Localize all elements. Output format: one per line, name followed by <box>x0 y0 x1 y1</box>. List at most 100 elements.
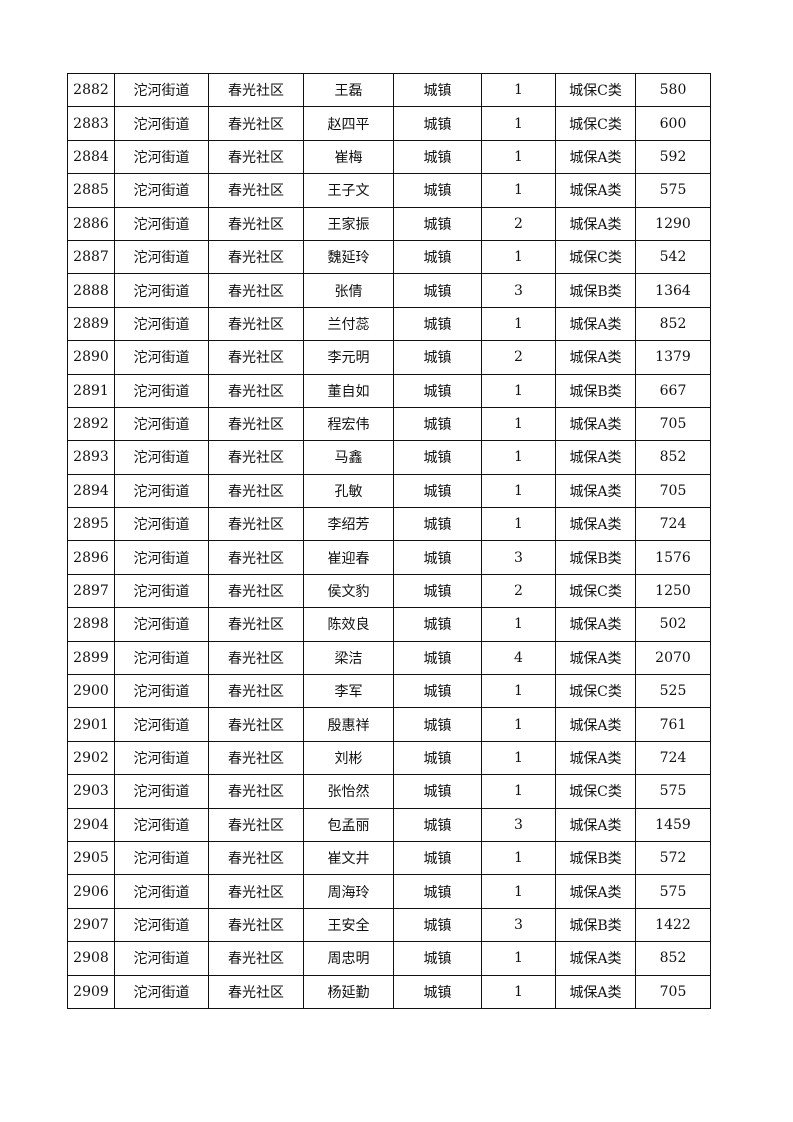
table-row: 2891 沱河街道 春光社区 董自如 城镇 1 城保B类 667 <box>67 373 711 408</box>
area-type-cell: 城镇 <box>393 573 482 609</box>
amount-cell: 1364 <box>635 273 711 308</box>
name-cell: 刘彬 <box>303 740 394 776</box>
community-cell: 春光社区 <box>208 306 304 342</box>
row-number-cell: 2899 <box>67 640 115 676</box>
table-row: 2906 沱河街道 春光社区 周海玲 城镇 1 城保A类 575 <box>67 874 711 909</box>
name-cell: 崔迎春 <box>303 540 394 575</box>
table-row: 2904 沱河街道 春光社区 包孟丽 城镇 3 城保A类 1459 <box>67 807 711 842</box>
row-number-cell: 2906 <box>67 874 115 909</box>
household-size-cell: 1 <box>481 974 556 1009</box>
household-size-cell: 1 <box>481 440 556 475</box>
street-cell: 沱河街道 <box>114 406 209 442</box>
street-cell: 沱河街道 <box>114 373 209 408</box>
category-cell: 城保A类 <box>555 640 636 676</box>
community-cell: 春光社区 <box>208 340 304 375</box>
amount-cell: 1459 <box>635 807 711 842</box>
row-number-cell: 2909 <box>67 974 115 1009</box>
name-cell: 殷惠祥 <box>303 707 394 742</box>
amount-cell: 705 <box>635 974 711 1009</box>
amount-cell: 542 <box>635 239 711 275</box>
row-number-cell: 2885 <box>67 173 115 208</box>
community-cell: 春光社区 <box>208 507 304 542</box>
row-number-cell: 2888 <box>67 273 115 308</box>
name-cell: 张怡然 <box>303 774 394 809</box>
area-type-cell: 城镇 <box>393 106 482 141</box>
street-cell: 沱河街道 <box>114 807 209 842</box>
row-number-cell: 2903 <box>67 774 115 809</box>
area-type-cell: 城镇 <box>393 507 482 542</box>
table-row: 2903 沱河街道 春光社区 张怡然 城镇 1 城保C类 575 <box>67 774 711 809</box>
table-row: 2893 沱河街道 春光社区 马鑫 城镇 1 城保A类 852 <box>67 440 711 475</box>
category-cell: 城保C类 <box>555 72 636 108</box>
amount-cell: 705 <box>635 473 711 509</box>
household-size-cell: 1 <box>481 406 556 442</box>
table-row: 2892 沱河街道 春光社区 程宏伟 城镇 1 城保A类 705 <box>67 406 711 442</box>
row-number-cell: 2894 <box>67 473 115 509</box>
street-cell: 沱河街道 <box>114 740 209 776</box>
area-type-cell: 城镇 <box>393 473 482 509</box>
table-row: 2897 沱河街道 春光社区 侯文豹 城镇 2 城保C类 1250 <box>67 573 711 609</box>
community-cell: 春光社区 <box>208 974 304 1009</box>
name-cell: 李绍芳 <box>303 507 394 542</box>
name-cell: 赵四平 <box>303 106 394 141</box>
street-cell: 沱河街道 <box>114 173 209 208</box>
household-size-cell: 1 <box>481 173 556 208</box>
name-cell: 王子文 <box>303 173 394 208</box>
category-cell: 城保A类 <box>555 306 636 342</box>
household-size-cell: 1 <box>481 507 556 542</box>
household-size-cell: 1 <box>481 774 556 809</box>
table-row: 2882 沱河街道 春光社区 王磊 城镇 1 城保C类 580 <box>67 72 711 108</box>
amount-cell: 525 <box>635 674 711 709</box>
table-row: 2890 沱河街道 春光社区 李元明 城镇 2 城保A类 1379 <box>67 340 711 375</box>
table-row: 2908 沱河街道 春光社区 周忠明 城镇 1 城保A类 852 <box>67 941 711 976</box>
community-cell: 春光社区 <box>208 206 304 241</box>
amount-cell: 600 <box>635 106 711 141</box>
household-size-cell: 4 <box>481 640 556 676</box>
household-size-cell: 1 <box>481 106 556 141</box>
row-number-cell: 2896 <box>67 540 115 575</box>
category-cell: 城保A类 <box>555 707 636 742</box>
category-cell: 城保A类 <box>555 507 636 542</box>
household-size-cell: 1 <box>481 607 556 642</box>
category-cell: 城保A类 <box>555 473 636 509</box>
row-number-cell: 2886 <box>67 206 115 241</box>
amount-cell: 580 <box>635 72 711 108</box>
household-size-cell: 1 <box>481 139 556 175</box>
amount-cell: 852 <box>635 941 711 976</box>
community-cell: 春光社区 <box>208 807 304 842</box>
amount-cell: 852 <box>635 440 711 475</box>
row-number-cell: 2898 <box>67 607 115 642</box>
category-cell: 城保C类 <box>555 774 636 809</box>
category-cell: 城保C类 <box>555 674 636 709</box>
table-row: 2894 沱河街道 春光社区 孔敏 城镇 1 城保A类 705 <box>67 473 711 509</box>
street-cell: 沱河街道 <box>114 473 209 509</box>
community-cell: 春光社区 <box>208 840 304 876</box>
table-row: 2902 沱河街道 春光社区 刘彬 城镇 1 城保A类 724 <box>67 740 711 776</box>
community-cell: 春光社区 <box>208 573 304 609</box>
area-type-cell: 城镇 <box>393 273 482 308</box>
community-cell: 春光社区 <box>208 72 304 108</box>
name-cell: 包孟丽 <box>303 807 394 842</box>
table-row: 2886 沱河街道 春光社区 王家振 城镇 2 城保A类 1290 <box>67 206 711 241</box>
community-cell: 春光社区 <box>208 173 304 208</box>
table-row: 2909 沱河街道 春光社区 杨延勤 城镇 1 城保A类 705 <box>67 974 711 1009</box>
community-cell: 春光社区 <box>208 440 304 475</box>
household-size-cell: 3 <box>481 540 556 575</box>
street-cell: 沱河街道 <box>114 106 209 141</box>
area-type-cell: 城镇 <box>393 373 482 408</box>
area-type-cell: 城镇 <box>393 206 482 241</box>
amount-cell: 502 <box>635 607 711 642</box>
row-number-cell: 2882 <box>67 72 115 108</box>
area-type-cell: 城镇 <box>393 707 482 742</box>
community-cell: 春光社区 <box>208 239 304 275</box>
area-type-cell: 城镇 <box>393 340 482 375</box>
name-cell: 陈效良 <box>303 607 394 642</box>
street-cell: 沱河街道 <box>114 273 209 308</box>
name-cell: 崔文井 <box>303 840 394 876</box>
amount-cell: 761 <box>635 707 711 742</box>
household-size-cell: 3 <box>481 273 556 308</box>
community-cell: 春光社区 <box>208 907 304 943</box>
row-number-cell: 2902 <box>67 740 115 776</box>
area-type-cell: 城镇 <box>393 874 482 909</box>
row-number-cell: 2895 <box>67 507 115 542</box>
